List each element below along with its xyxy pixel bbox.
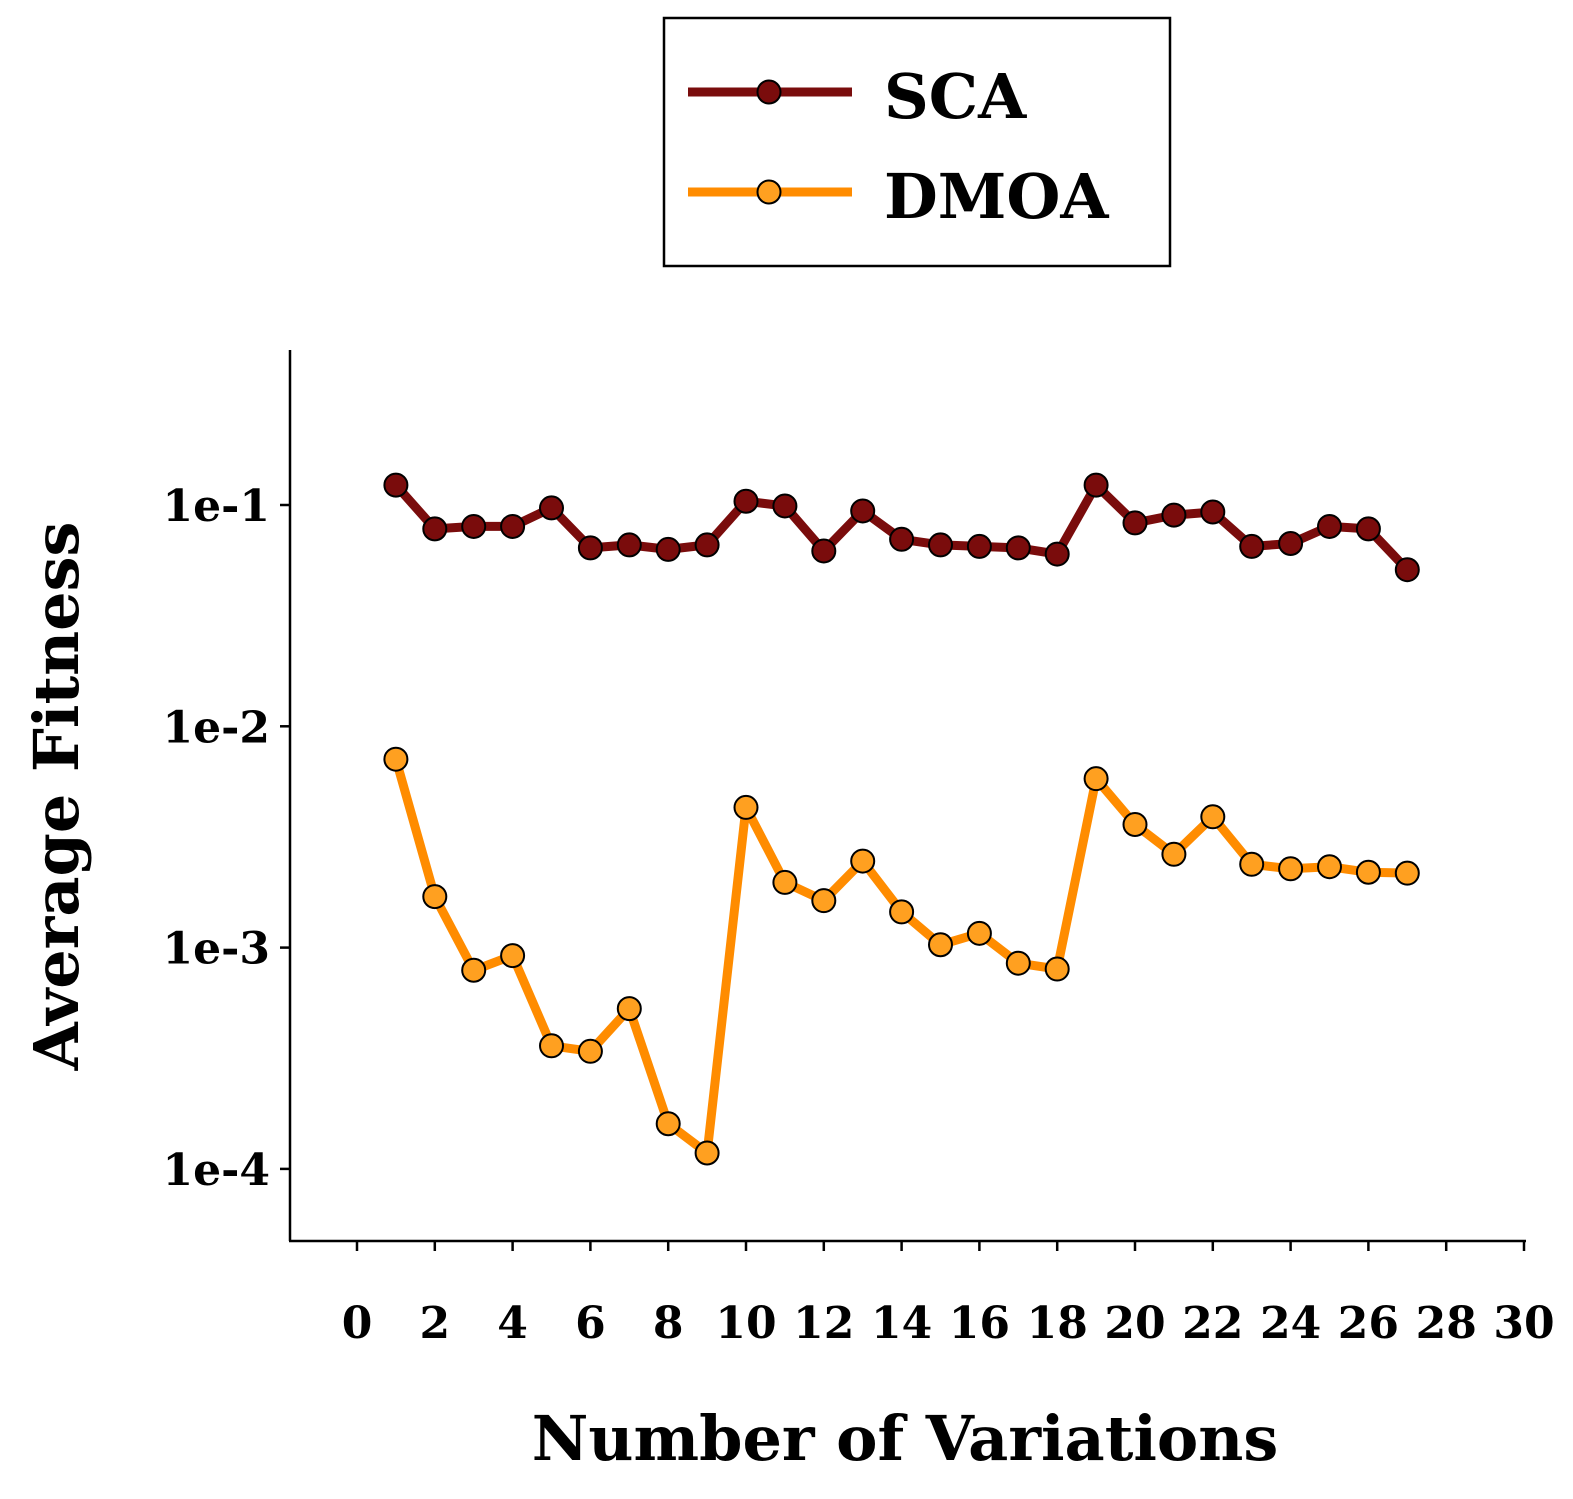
x-ticks: 0 2 4 6 8 10 12 14 16 18 20 22 24 26 28 30 <box>342 1241 1555 1349</box>
point-dmoa <box>1394 860 1420 886</box>
point-dmoa <box>539 1033 564 1059</box>
point-sca <box>1044 541 1070 567</box>
point-dmoa <box>1200 804 1226 830</box>
x-tick-label: 6 <box>575 1298 606 1349</box>
point-sca <box>1394 557 1420 583</box>
point-dmoa <box>1317 854 1342 880</box>
y-tick-label: 1e-1 <box>163 481 271 532</box>
point-dmoa <box>1005 950 1031 976</box>
point-sca <box>928 532 953 558</box>
point-sca <box>655 536 681 562</box>
y-tick-label: 1e-4 <box>163 1145 271 1196</box>
legend-marker-dmoa <box>756 179 782 205</box>
legend-label-dmoa: DMOA <box>884 160 1109 233</box>
x-tick-label: 0 <box>342 1298 373 1349</box>
point-sca <box>422 516 448 542</box>
point-dmoa <box>500 943 526 969</box>
point-dmoa <box>733 794 759 820</box>
point-dmoa <box>850 848 876 874</box>
point-dmoa <box>461 957 487 983</box>
point-sca <box>966 533 992 559</box>
x-tick-label: 14 <box>871 1298 932 1349</box>
point-sca <box>850 498 876 524</box>
point-sca <box>461 513 487 539</box>
point-sca <box>1317 513 1342 539</box>
point-sca <box>500 513 526 539</box>
legend: SCA DMOA <box>662 16 1172 268</box>
x-tick-label: 2 <box>419 1298 450 1349</box>
point-dmoa <box>655 1111 681 1137</box>
axes <box>288 350 1526 1243</box>
point-sca <box>616 532 642 558</box>
legend-box <box>662 16 1172 268</box>
point-dmoa <box>889 899 915 925</box>
point-sca <box>577 535 603 561</box>
point-sca <box>539 495 564 521</box>
y-tick-label: 1e-3 <box>163 924 271 975</box>
x-tick-label: 18 <box>1027 1298 1088 1349</box>
point-sca <box>772 493 798 519</box>
x-tick-label: 20 <box>1104 1298 1165 1349</box>
y-axis-title: Average Fitness <box>20 522 93 1072</box>
point-sca <box>1161 502 1187 528</box>
point-dmoa <box>1044 956 1070 982</box>
point-dmoa <box>616 996 642 1022</box>
point-dmoa <box>577 1038 603 1064</box>
point-dmoa <box>811 888 837 914</box>
x-tick-label: 16 <box>949 1298 1010 1349</box>
x-axis-title: Number of Variations <box>532 1402 1279 1475</box>
point-sca <box>1355 516 1381 542</box>
point-sca <box>694 532 720 558</box>
point-sca <box>1122 510 1148 536</box>
point-dmoa <box>1161 841 1187 867</box>
series-layer <box>383 472 1420 1166</box>
point-dmoa <box>966 920 992 946</box>
point-dmoa <box>1355 859 1381 885</box>
point-dmoa <box>383 746 409 772</box>
y-ticks: 1e-1 1e-2 1e-3 1e-4 <box>163 481 290 1196</box>
x-tick-label: 30 <box>1493 1298 1554 1349</box>
point-sca <box>733 488 759 514</box>
point-sca <box>383 472 409 498</box>
point-sca <box>1239 533 1265 559</box>
x-tick-label: 24 <box>1260 1298 1321 1349</box>
x-tick-label: 12 <box>793 1298 854 1349</box>
point-dmoa <box>1122 811 1148 837</box>
legend-label-sca: SCA <box>884 60 1027 133</box>
point-dmoa <box>928 932 953 958</box>
x-tick-label: 28 <box>1416 1298 1477 1349</box>
point-dmoa <box>422 884 448 910</box>
point-dmoa <box>1239 851 1265 877</box>
point-sca <box>1200 499 1226 525</box>
point-dmoa <box>694 1140 720 1166</box>
legend-marker-sca <box>756 79 782 105</box>
x-tick-label: 26 <box>1338 1298 1399 1349</box>
x-tick-label: 8 <box>653 1298 684 1349</box>
series-sca <box>383 472 1420 583</box>
point-sca <box>1083 472 1109 498</box>
point-sca <box>1278 530 1304 556</box>
point-dmoa <box>1083 766 1109 792</box>
point-dmoa <box>1278 856 1304 882</box>
series-dmoa <box>383 746 1420 1166</box>
point-sca <box>889 526 915 552</box>
x-tick-label: 10 <box>715 1298 776 1349</box>
point-sca <box>811 538 837 564</box>
x-tick-label: 4 <box>497 1298 528 1349</box>
y-tick-label: 1e-2 <box>163 702 271 753</box>
point-sca <box>1005 535 1031 561</box>
series-line-dmoa <box>391 754 1412 1158</box>
x-tick-label: 22 <box>1182 1298 1243 1349</box>
point-dmoa <box>772 869 798 895</box>
